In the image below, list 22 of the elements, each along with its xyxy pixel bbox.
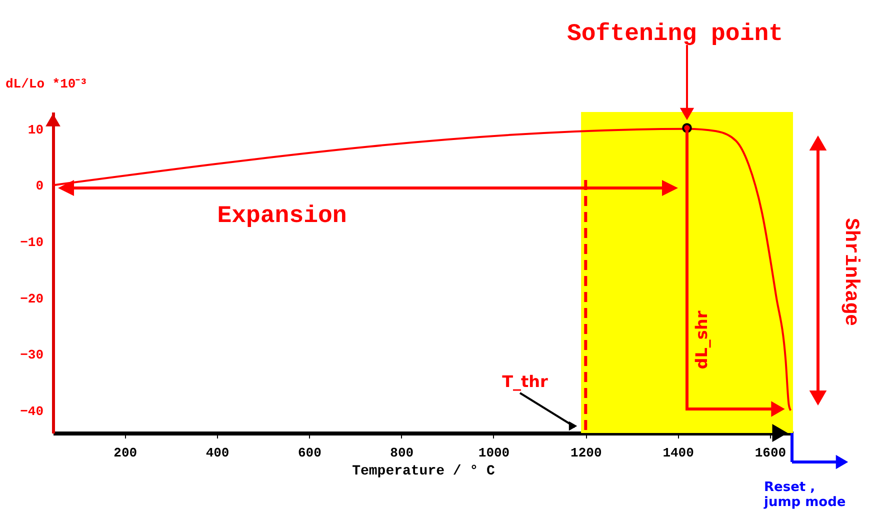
y-tick-label: 10 bbox=[28, 122, 44, 138]
x-tick-label: 1600 bbox=[754, 446, 786, 460]
annotation: dL_shr bbox=[692, 310, 711, 370]
x-tick-label: 1400 bbox=[662, 446, 694, 460]
y-tick-label: −40 bbox=[20, 404, 44, 419]
x-tick-label: 1000 bbox=[478, 446, 510, 460]
x-tick-label: 800 bbox=[390, 446, 414, 460]
text: Reset , jump mode bbox=[763, 480, 846, 510]
text: Shrinkage bbox=[839, 218, 862, 326]
x-tick-label: 600 bbox=[298, 446, 322, 460]
x-tick-label: 400 bbox=[206, 446, 230, 460]
y-tick-label: −20 bbox=[20, 291, 44, 306]
annotation: T_thr bbox=[502, 372, 548, 391]
text: Softening point bbox=[566, 21, 784, 48]
y-tick-label: −10 bbox=[20, 235, 44, 250]
x-tick-label: 1200 bbox=[570, 446, 602, 460]
x-tick-label: 200 bbox=[114, 446, 138, 460]
annotation: Expansion bbox=[217, 203, 347, 230]
y-tick-label: −30 bbox=[20, 348, 44, 363]
y-axis-title: dL/Lo *10⁻³ bbox=[6, 76, 88, 92]
x-axis-title: Temperature / ° C bbox=[352, 464, 496, 480]
y-tick-label: 0 bbox=[36, 178, 44, 194]
